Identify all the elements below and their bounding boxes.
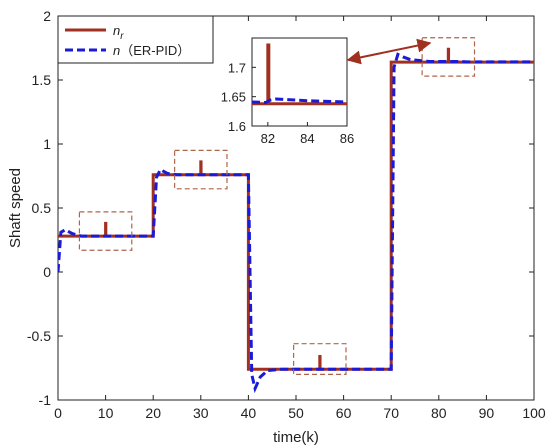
x-tick-label: 80: [431, 405, 447, 421]
x-tick-label: 70: [383, 405, 399, 421]
legend: nr n（ER-PID）: [57, 15, 214, 64]
legend-label-n-rest: （ER-PID）: [120, 43, 190, 58]
inset-y-tick-label: 1.6: [228, 119, 246, 134]
y-tick-label: 1.5: [32, 72, 52, 88]
inset-x-tick-label: 82: [261, 131, 275, 146]
highlight-box-2: [174, 149, 228, 190]
y-tick-label: -1: [39, 392, 52, 408]
y-tick-label: -0.5: [27, 328, 51, 344]
highlight-box-3: [293, 343, 347, 375]
inset-frame: [251, 37, 348, 127]
inset-y-tick-label: 1.7: [228, 60, 246, 75]
y-tick-label: 0: [43, 264, 51, 280]
x-tick-label: 50: [288, 405, 304, 421]
legend-label-nr: nr: [113, 23, 124, 42]
legend-box: [57, 15, 214, 64]
x-tick-label: 30: [193, 405, 209, 421]
x-tick-label: 0: [54, 405, 62, 421]
x-tick-label: 40: [241, 405, 257, 421]
y-tick-label: 2: [43, 8, 51, 24]
inset-x-tick-label: 84: [300, 131, 314, 146]
highlight-box-1: [78, 211, 133, 251]
x-tick-label: 100: [522, 405, 546, 421]
legend-label-nr-main: n: [113, 23, 120, 38]
inset-series-line-n-er-pid: [252, 97, 347, 105]
x-tick-label: 10: [98, 405, 114, 421]
legend-label-nr-sub: r: [120, 31, 124, 42]
x-axis-label: time(k): [273, 429, 319, 446]
y-axis-label: Shaft speed: [7, 168, 24, 248]
inset-x-tick-label: 86: [340, 131, 354, 146]
y-tick-label: 1: [43, 136, 51, 152]
x-tick-label: 90: [479, 405, 495, 421]
y-tick-label: 0.5: [32, 200, 52, 216]
x-tick-label: 60: [336, 405, 352, 421]
legend-label-n: n（ER-PID）: [113, 43, 190, 58]
inset-y-tick-label: 1.65: [221, 90, 246, 105]
series-line-nr: [58, 47, 534, 371]
x-tick-label: 20: [145, 405, 161, 421]
legend-label-n-main: n: [113, 43, 120, 58]
inset-plot: 82 84 86 1.6 1.65 1.7: [221, 37, 354, 146]
zoom-arrow: [346, 38, 432, 65]
